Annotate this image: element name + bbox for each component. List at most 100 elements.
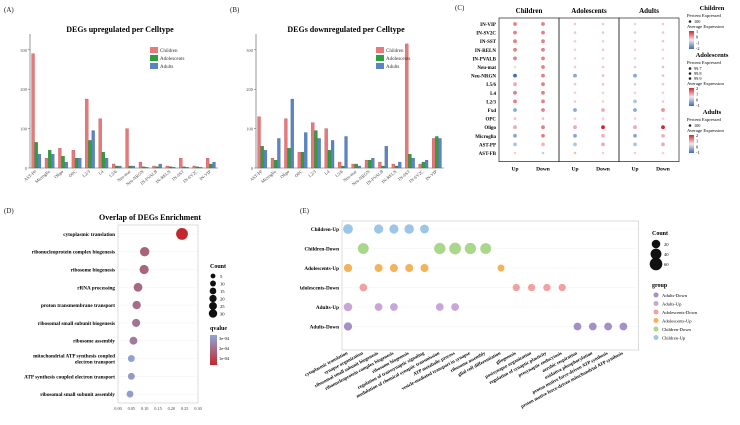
- chart-c-group-title-2: Adults: [639, 7, 659, 15]
- chart-c-legend-gradient-children: [689, 31, 694, 49]
- chart-e-count-legend-label-1: 40: [664, 252, 669, 257]
- chart-e-plot-frame: [341, 220, 639, 351]
- chart-e-dot-30: [619, 322, 628, 331]
- chart-c-dot-0-0-0: [513, 22, 517, 26]
- chart-b-bar-adolescents-0: [260, 146, 264, 169]
- chart-c-dot-0-1-10: [541, 108, 545, 112]
- chart-c-legend-pct-label-children: Percent Expressed: [687, 13, 722, 18]
- chart-b-xtick-label-13: IN-VIP: [424, 169, 438, 182]
- chart-d-term-label-9: ribosomal small subunit assembly: [40, 392, 115, 398]
- chart-b-bar-adults-8: [371, 158, 375, 169]
- chart-a-bar-children-12: [192, 165, 196, 169]
- chart-d-count-legend-label-0: 5: [220, 274, 223, 279]
- chart-c-legend-avg-val-adolescents-3: -1: [696, 103, 700, 108]
- chart-c-dot-1-0-10: [573, 108, 577, 112]
- chart-b-bar-children-7: [351, 163, 355, 169]
- chart-c-row-label-1: IN-SV2C: [476, 32, 496, 37]
- chart-e-dot-23: [389, 303, 398, 311]
- chart-d-xtick-label-4: 0.20: [168, 406, 176, 411]
- chart-c-legend-avg-val-children-2: -1: [696, 40, 700, 45]
- chart-c-dot-0-0-8: [513, 90, 517, 95]
- chart-b-bar-adults-11: [411, 158, 415, 169]
- chart-d-count-legend-label-2: 15: [220, 289, 225, 294]
- chart-c-legend-avg-label-adolescents: Average Expression: [687, 81, 724, 86]
- chart-c-dot-0-0-7: [513, 82, 517, 87]
- chart-d-count-legend-title: Count: [210, 264, 226, 270]
- chart-a-bar-adolescents-12: [195, 166, 199, 169]
- chart-c-row-label-9: L2/3: [486, 100, 496, 105]
- chart-d-title: Overlap of DEGs Enrichment: [99, 213, 201, 222]
- chart-c-dot-0-0-12: [513, 125, 517, 130]
- chart-c-col-label-1-1: Down: [596, 167, 610, 173]
- chart-a-bar-adults-0: [37, 154, 42, 169]
- chart-d-plot-frame: [117, 224, 199, 404]
- chart-a-bar-children-7: [125, 128, 129, 169]
- chart-b-bar-adults-7: [357, 165, 362, 169]
- chart-e-group-legend-label-3: Adolescents-Up: [662, 319, 692, 324]
- chart-c-dot-0-0-13: [513, 133, 517, 138]
- chart-a-bar-adults-2: [64, 161, 68, 169]
- chart-c-dot-2-1-3: [661, 48, 665, 52]
- chart-e-count-legend-label-2: 60: [664, 262, 669, 267]
- chart-e-dot-19: [543, 283, 551, 292]
- chart-c-legend-pct-label-adolescents: Percent Expressed: [687, 60, 722, 65]
- chart-a-bar-adolescents-2: [61, 156, 65, 169]
- chart-b-ytick-label-3: 300: [246, 48, 254, 53]
- chart-a-bar-adolescents-3: [74, 158, 79, 169]
- chart-c-dot-1-0-12: [573, 125, 577, 130]
- chart-c-dot-2-1-6: [661, 74, 665, 77]
- chart-c-dot-1-0-3: [573, 48, 577, 52]
- chart-d-count-legend-label-3: 20: [220, 297, 225, 302]
- chart-c-dot-0-1-8: [541, 90, 545, 95]
- chart-b-legend-swatch-2: [376, 63, 384, 69]
- chart-c-dot-1-1-2: [601, 39, 605, 43]
- chart-e-count-legend-title: Count: [652, 231, 668, 237]
- chart-a-bar-adolescents-4: [88, 140, 92, 169]
- chart-e-dot-29: [604, 322, 613, 331]
- chart-a-ytick-label-2: 200: [20, 87, 28, 92]
- chart-d-term-label-2: ribosome biogenesis: [71, 268, 115, 274]
- chart-a-bar-adolescents-11: [182, 166, 186, 169]
- chart-c-dot-2-1-9: [661, 100, 665, 103]
- chart-c-dot-0-1-13: [541, 133, 545, 138]
- chart-c-dot-1-0-13: [573, 133, 577, 138]
- chart-b-bar-adolescents-12: [421, 161, 425, 169]
- chart-a-xtick-label-1: Microglia: [34, 169, 51, 184]
- chart-b-bar-children-1: [270, 158, 275, 169]
- chart-a-bar-children-1: [44, 158, 49, 169]
- chart-c-dot-0-1-3: [541, 47, 545, 52]
- chart-b-xtick-label-5: L4: [323, 168, 331, 176]
- chart-c-row-label-12: Oligo: [484, 126, 496, 131]
- panel-label-b: (B): [230, 6, 240, 14]
- chart-d-term-label-3: rRNA processing: [77, 285, 115, 291]
- chart-e-row-label-1: Children-Down: [305, 247, 340, 253]
- chart-e-dot-8: [464, 242, 477, 255]
- chart-d-term-label-8: ATP synthesis coupled electron transport: [24, 374, 115, 380]
- chart-e-dot-14: [420, 264, 429, 272]
- chart-a-xtick-label-4: L2/3: [81, 168, 91, 178]
- chart-e-dot-12: [389, 264, 398, 272]
- chart-c-dot-0-1-12: [541, 125, 545, 130]
- chart-b-downregulated: DEGs downregulated per Celltype 0 100 200 30…: [246, 25, 444, 187]
- chart-c-dot-2-1-8: [661, 91, 665, 95]
- chart-c-dot-1-0-4: [573, 57, 577, 60]
- chart-e-dot-22: [374, 303, 383, 311]
- chart-c-dot-0-0-14: [513, 142, 517, 147]
- chart-c-legend-gradient-adolescents: [689, 88, 694, 106]
- chart-c-group-box-2: [618, 17, 680, 162]
- chart-a-bar-adolescents-9: [155, 166, 159, 169]
- chart-a-legend-swatch-2: [150, 63, 158, 69]
- chart-c-legend-title-adults: Adults: [703, 109, 722, 116]
- chart-a-bar-children-6: [112, 163, 116, 169]
- chart-a-bar-children-4: [85, 98, 89, 169]
- chart-c-dot-2-0-0: [633, 22, 637, 26]
- chart-c-dot-0-1-15: [541, 151, 545, 155]
- chart-c-legend-pct-val-adolescents-0: 99.7: [694, 66, 702, 71]
- chart-e-group-legend-title: group: [652, 283, 668, 289]
- chart-b-bar-adolescents-1: [274, 159, 278, 169]
- chart-b-bar-adults-3: [304, 132, 308, 169]
- chart-c-legend-pct-val-adolescents-2: 99.9: [694, 76, 702, 81]
- chart-e-group-legend-dot-3: [653, 318, 659, 323]
- chart-c-dot-0-1-11: [541, 117, 545, 120]
- chart-a-bar-adolescents-6: [115, 165, 119, 169]
